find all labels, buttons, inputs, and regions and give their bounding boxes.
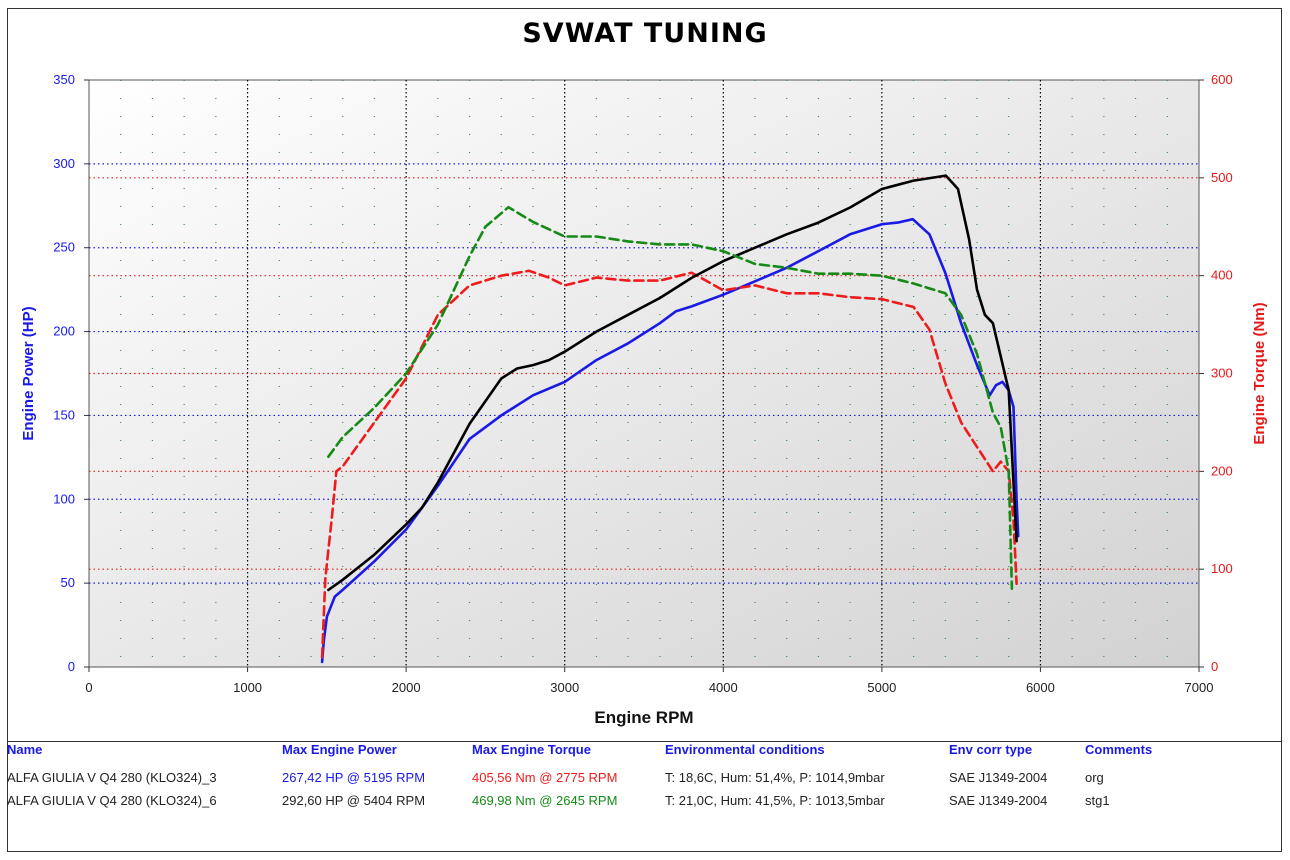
y-tick-label: 150 [53, 407, 75, 422]
x-tick-label: 6000 [1026, 680, 1055, 695]
y-tick-label: 350 [53, 72, 75, 87]
torque-line-run3 [320, 269, 1018, 659]
run-max-power: 267,42 HP @ 5195 RPM [282, 770, 426, 785]
x-tick-label: 1000 [233, 680, 262, 695]
x-axis-label: Engine RPM [594, 708, 693, 727]
run-name: ALFA GIULIA V Q4 280 (KLO324)_3 [7, 770, 217, 785]
chart-title: SVWAT TUNING [522, 18, 768, 49]
table-separator [7, 741, 1282, 742]
header-env: Environmental conditions [665, 742, 825, 757]
x-tick-label: 2000 [392, 680, 421, 695]
header-max-torque: Max Engine Torque [472, 742, 591, 757]
run-max-torque: 469,98 Nm @ 2645 RPM [472, 793, 618, 808]
header-name: Name [7, 742, 43, 757]
x-tick-label: 4000 [709, 680, 738, 695]
y-tick-label: 100 [53, 491, 75, 506]
header-comments: Comments [1085, 742, 1153, 757]
x-tick-label: 3000 [550, 680, 579, 695]
y2-tick-label: 500 [1211, 170, 1233, 185]
y2-tick-label: 400 [1211, 268, 1233, 283]
y2-tick-label: 0 [1211, 659, 1218, 674]
x-tick-label: 0 [85, 680, 92, 695]
table-header-row: Name Max Engine Power Max Engine Torque … [7, 742, 1282, 760]
y-axis-label: Engine Power (HP) [20, 306, 37, 440]
y-tick-label: 300 [53, 156, 75, 171]
y2-tick-label: 100 [1211, 561, 1233, 576]
power-line-run3 [320, 217, 1020, 664]
y-tick-label: 0 [68, 659, 75, 674]
run-corr-type: SAE J1349-2004 [949, 770, 1048, 785]
run-max-torque: 405,56 Nm @ 2775 RPM [472, 770, 618, 785]
run-comment: org [1085, 770, 1104, 785]
torque-line-run6 [327, 205, 1014, 591]
table-row: ALFA GIULIA V Q4 280 (KLO324)_6 292,60 H… [7, 793, 1282, 811]
y-tick-label: 200 [53, 324, 75, 339]
run-name: ALFA GIULIA V Q4 280 (KLO324)_6 [7, 793, 217, 808]
run-corr-type: SAE J1349-2004 [949, 793, 1048, 808]
y2-tick-label: 200 [1211, 463, 1233, 478]
run-env: T: 21,0C, Hum: 41,5%, P: 1013,5mbar [665, 793, 885, 808]
y2-tick-label: 600 [1211, 72, 1233, 87]
y-tick-label: 250 [53, 240, 75, 255]
run-env: T: 18,6C, Hum: 51,4%, P: 1014,9mbar [665, 770, 885, 785]
x-tick-label: 7000 [1185, 680, 1214, 695]
power-line-run6 [327, 174, 1018, 592]
dyno-chart: 0 1000 2000 3000 4000 5000 6000 700005010015020… [20, 72, 1268, 727]
x-tick-label: 5000 [867, 680, 896, 695]
run-max-power: 292,60 HP @ 5404 RPM [282, 793, 426, 808]
y2-tick-label: 300 [1211, 366, 1233, 381]
header-corr-type: Env corr type [949, 742, 1033, 757]
table-row: ALFA GIULIA V Q4 280 (KLO324)_3 267,42 H… [7, 770, 1282, 788]
run-comment: stg1 [1085, 793, 1110, 808]
y2-axis-label: Engine Torque (Nm) [1251, 302, 1268, 444]
header-max-power: Max Engine Power [282, 742, 397, 757]
y-tick-label: 50 [61, 575, 75, 590]
